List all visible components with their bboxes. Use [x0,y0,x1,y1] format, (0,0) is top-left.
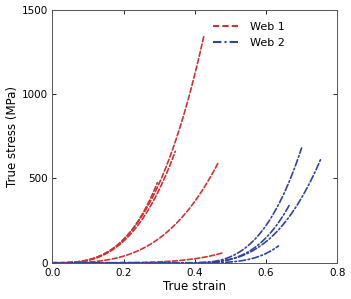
Y-axis label: True stress (MPa): True stress (MPa) [6,86,19,187]
X-axis label: True strain: True strain [163,280,226,293]
Legend: Web 1, Web 2: Web 1, Web 2 [209,18,289,52]
